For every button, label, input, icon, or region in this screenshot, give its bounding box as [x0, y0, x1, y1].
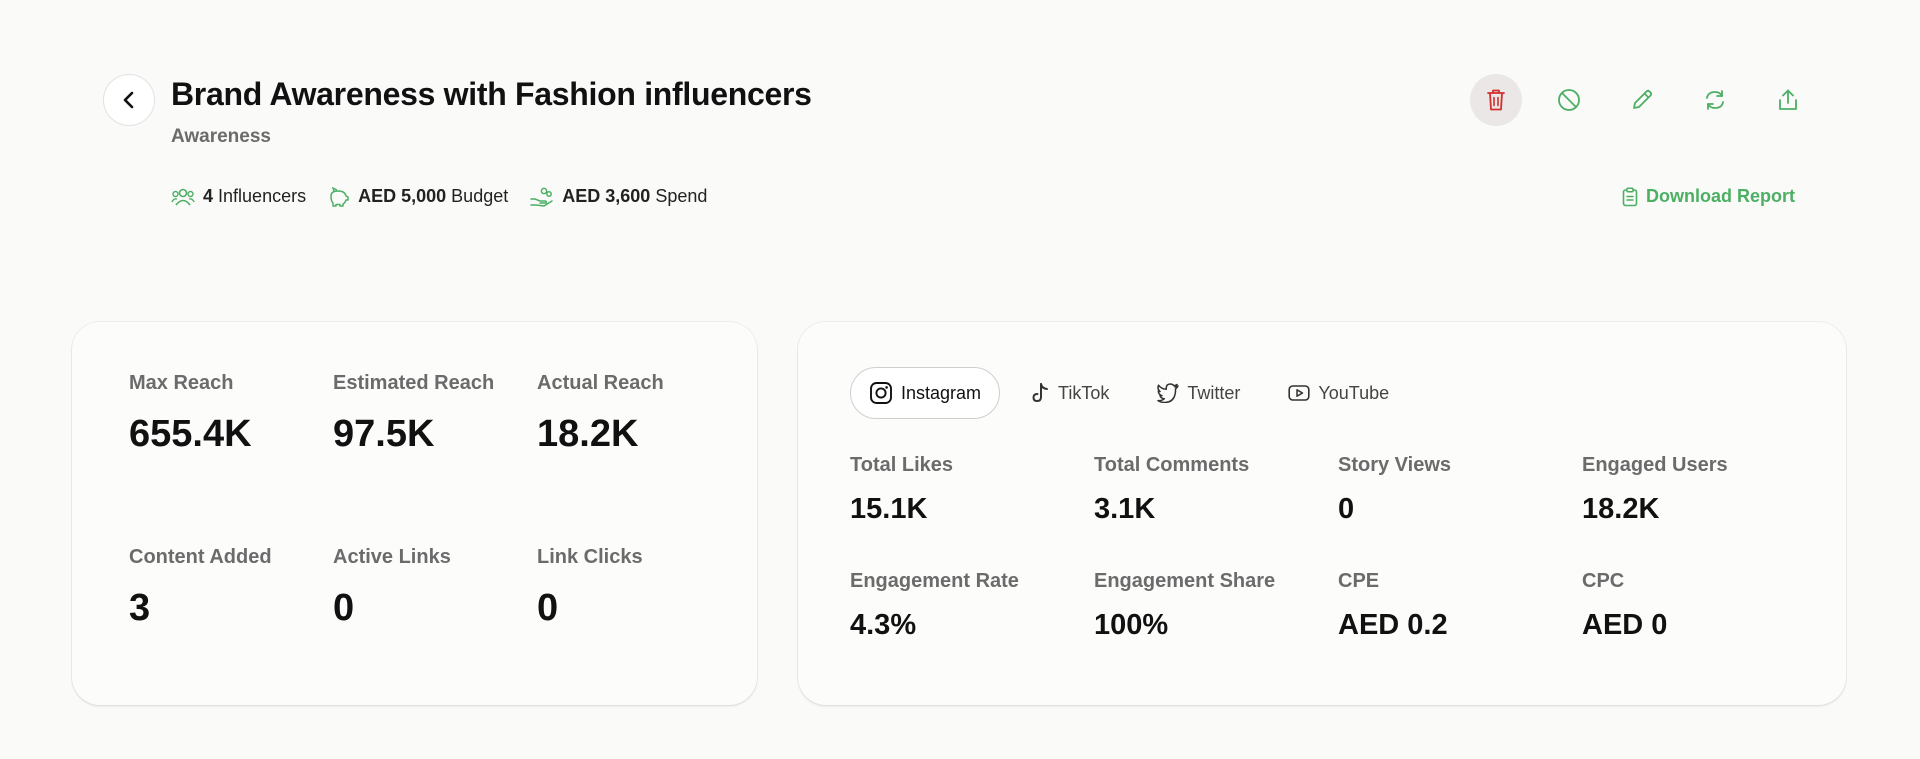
tiktok-icon: [1030, 382, 1050, 404]
influencers-count: 4 Influencers: [171, 186, 306, 207]
stat-label: Engagement Rate: [850, 570, 1019, 592]
link-clicks-stat: Link Clicks 0: [537, 546, 643, 630]
share-button[interactable]: [1762, 74, 1814, 126]
spend: AED 3,600 Spend: [530, 186, 707, 207]
stat-value: 0: [1338, 493, 1355, 525]
stat-label: Engaged Users: [1582, 454, 1728, 476]
delete-button[interactable]: [1470, 74, 1522, 126]
stat-label: Estimated Reach: [333, 372, 495, 394]
hand-coins-icon: [530, 187, 554, 207]
refresh-button[interactable]: [1689, 74, 1741, 126]
tab-twitter[interactable]: Twitter: [1139, 367, 1258, 419]
page-title: Brand Awareness with Fashion influencers: [171, 76, 812, 112]
tab-label: Instagram: [901, 382, 982, 403]
spend-label: Spend: [655, 186, 708, 206]
stat-value: AED 0.2: [1338, 609, 1448, 641]
max-reach-stat: Max Reach 655.4K: [129, 372, 252, 456]
stat-value: 97.5K: [333, 413, 435, 455]
youtube-icon: [1288, 384, 1311, 402]
pencil-icon: [1630, 88, 1654, 112]
download-report-label: Download Report: [1646, 186, 1795, 206]
stat-value: 0: [333, 587, 355, 629]
back-button[interactable]: [103, 74, 155, 126]
stat-label: Link Clicks: [537, 546, 643, 568]
stat-label: Active Links: [333, 546, 451, 568]
budget-value: AED 5,000: [358, 186, 447, 206]
stat-label: CPE: [1338, 570, 1380, 592]
stat-label: Max Reach: [129, 372, 234, 394]
stat-label: Total Likes: [850, 454, 953, 476]
clipboard-icon: [1622, 186, 1638, 207]
share-icon: [1776, 88, 1800, 112]
refresh-icon: [1703, 88, 1727, 112]
reach-summary-card: Max Reach 655.4K Estimated Reach 97.5K A…: [72, 322, 757, 705]
stat-label: Total Comments: [1094, 454, 1250, 476]
tab-tiktok[interactable]: TikTok: [1012, 367, 1127, 419]
stat-value: 100%: [1094, 609, 1169, 641]
story-views-stat: Story Views 0: [1338, 454, 1451, 526]
stat-value: 4.3%: [850, 609, 917, 641]
stat-label: CPC: [1582, 570, 1625, 592]
stat-value: 655.4K: [129, 413, 252, 455]
content-added-stat: Content Added 3: [129, 546, 272, 630]
stat-label: Engagement Share: [1094, 570, 1276, 592]
twitter-icon: [1157, 383, 1180, 403]
stat-value: 0: [537, 587, 559, 629]
stat-value: 18.2K: [1582, 493, 1660, 525]
engaged-users-stat: Engaged Users 18.2K: [1582, 454, 1728, 526]
influencers-label: Influencers: [218, 186, 307, 206]
influencers-value: 4: [203, 186, 214, 206]
stat-value: 3.1K: [1094, 493, 1156, 525]
users-icon: [171, 187, 195, 207]
stat-value: AED 0: [1582, 609, 1668, 641]
budget: AED 5,000 Budget: [328, 186, 508, 207]
edit-button[interactable]: [1616, 74, 1668, 126]
stat-value: 18.2K: [537, 413, 639, 455]
spend-value: AED 3,600: [562, 186, 651, 206]
engagement-rate-stat: Engagement Rate 4.3%: [850, 570, 1019, 642]
block-icon: [1557, 88, 1581, 112]
campaign-meta: 4 Influencers AED 5,000 Budget AED 3,600…: [171, 186, 707, 207]
download-report-link[interactable]: Download Report: [1622, 186, 1795, 207]
platform-tabs: Instagram TikTok Twitter YouTube: [850, 367, 1407, 419]
campaign-objective: Awareness: [171, 126, 271, 147]
budget-label: Budget: [451, 186, 509, 206]
cpe-stat: CPE AED 0.2: [1338, 570, 1448, 642]
instagram-icon: [869, 381, 893, 405]
estimated-reach-stat: Estimated Reach 97.5K: [333, 372, 494, 456]
stat-label: Story Views: [1338, 454, 1452, 476]
platform-metrics-card: Instagram TikTok Twitter YouTube Total L…: [798, 322, 1846, 705]
cpc-stat: CPC AED 0: [1582, 570, 1667, 642]
total-likes-stat: Total Likes 15.1K: [850, 454, 953, 526]
stat-label: Content Added: [129, 546, 272, 568]
piggy-bank-icon: [328, 186, 350, 207]
tab-youtube[interactable]: YouTube: [1270, 367, 1407, 419]
chevron-left-icon: [119, 90, 139, 110]
tab-label: Twitter: [1187, 382, 1241, 403]
tab-label: YouTube: [1318, 382, 1390, 403]
actual-reach-stat: Actual Reach 18.2K: [537, 372, 664, 456]
tab-label: TikTok: [1058, 382, 1110, 403]
stat-label: Actual Reach: [537, 372, 664, 394]
engagement-share-stat: Engagement Share 100%: [1094, 570, 1275, 642]
tab-instagram[interactable]: Instagram: [850, 367, 1001, 419]
disable-button[interactable]: [1543, 74, 1595, 126]
stat-value: 15.1K: [850, 493, 928, 525]
active-links-stat: Active Links 0: [333, 546, 451, 630]
trash-icon: [1485, 88, 1507, 112]
stat-value: 3: [129, 587, 151, 629]
total-comments-stat: Total Comments 3.1K: [1094, 454, 1249, 526]
